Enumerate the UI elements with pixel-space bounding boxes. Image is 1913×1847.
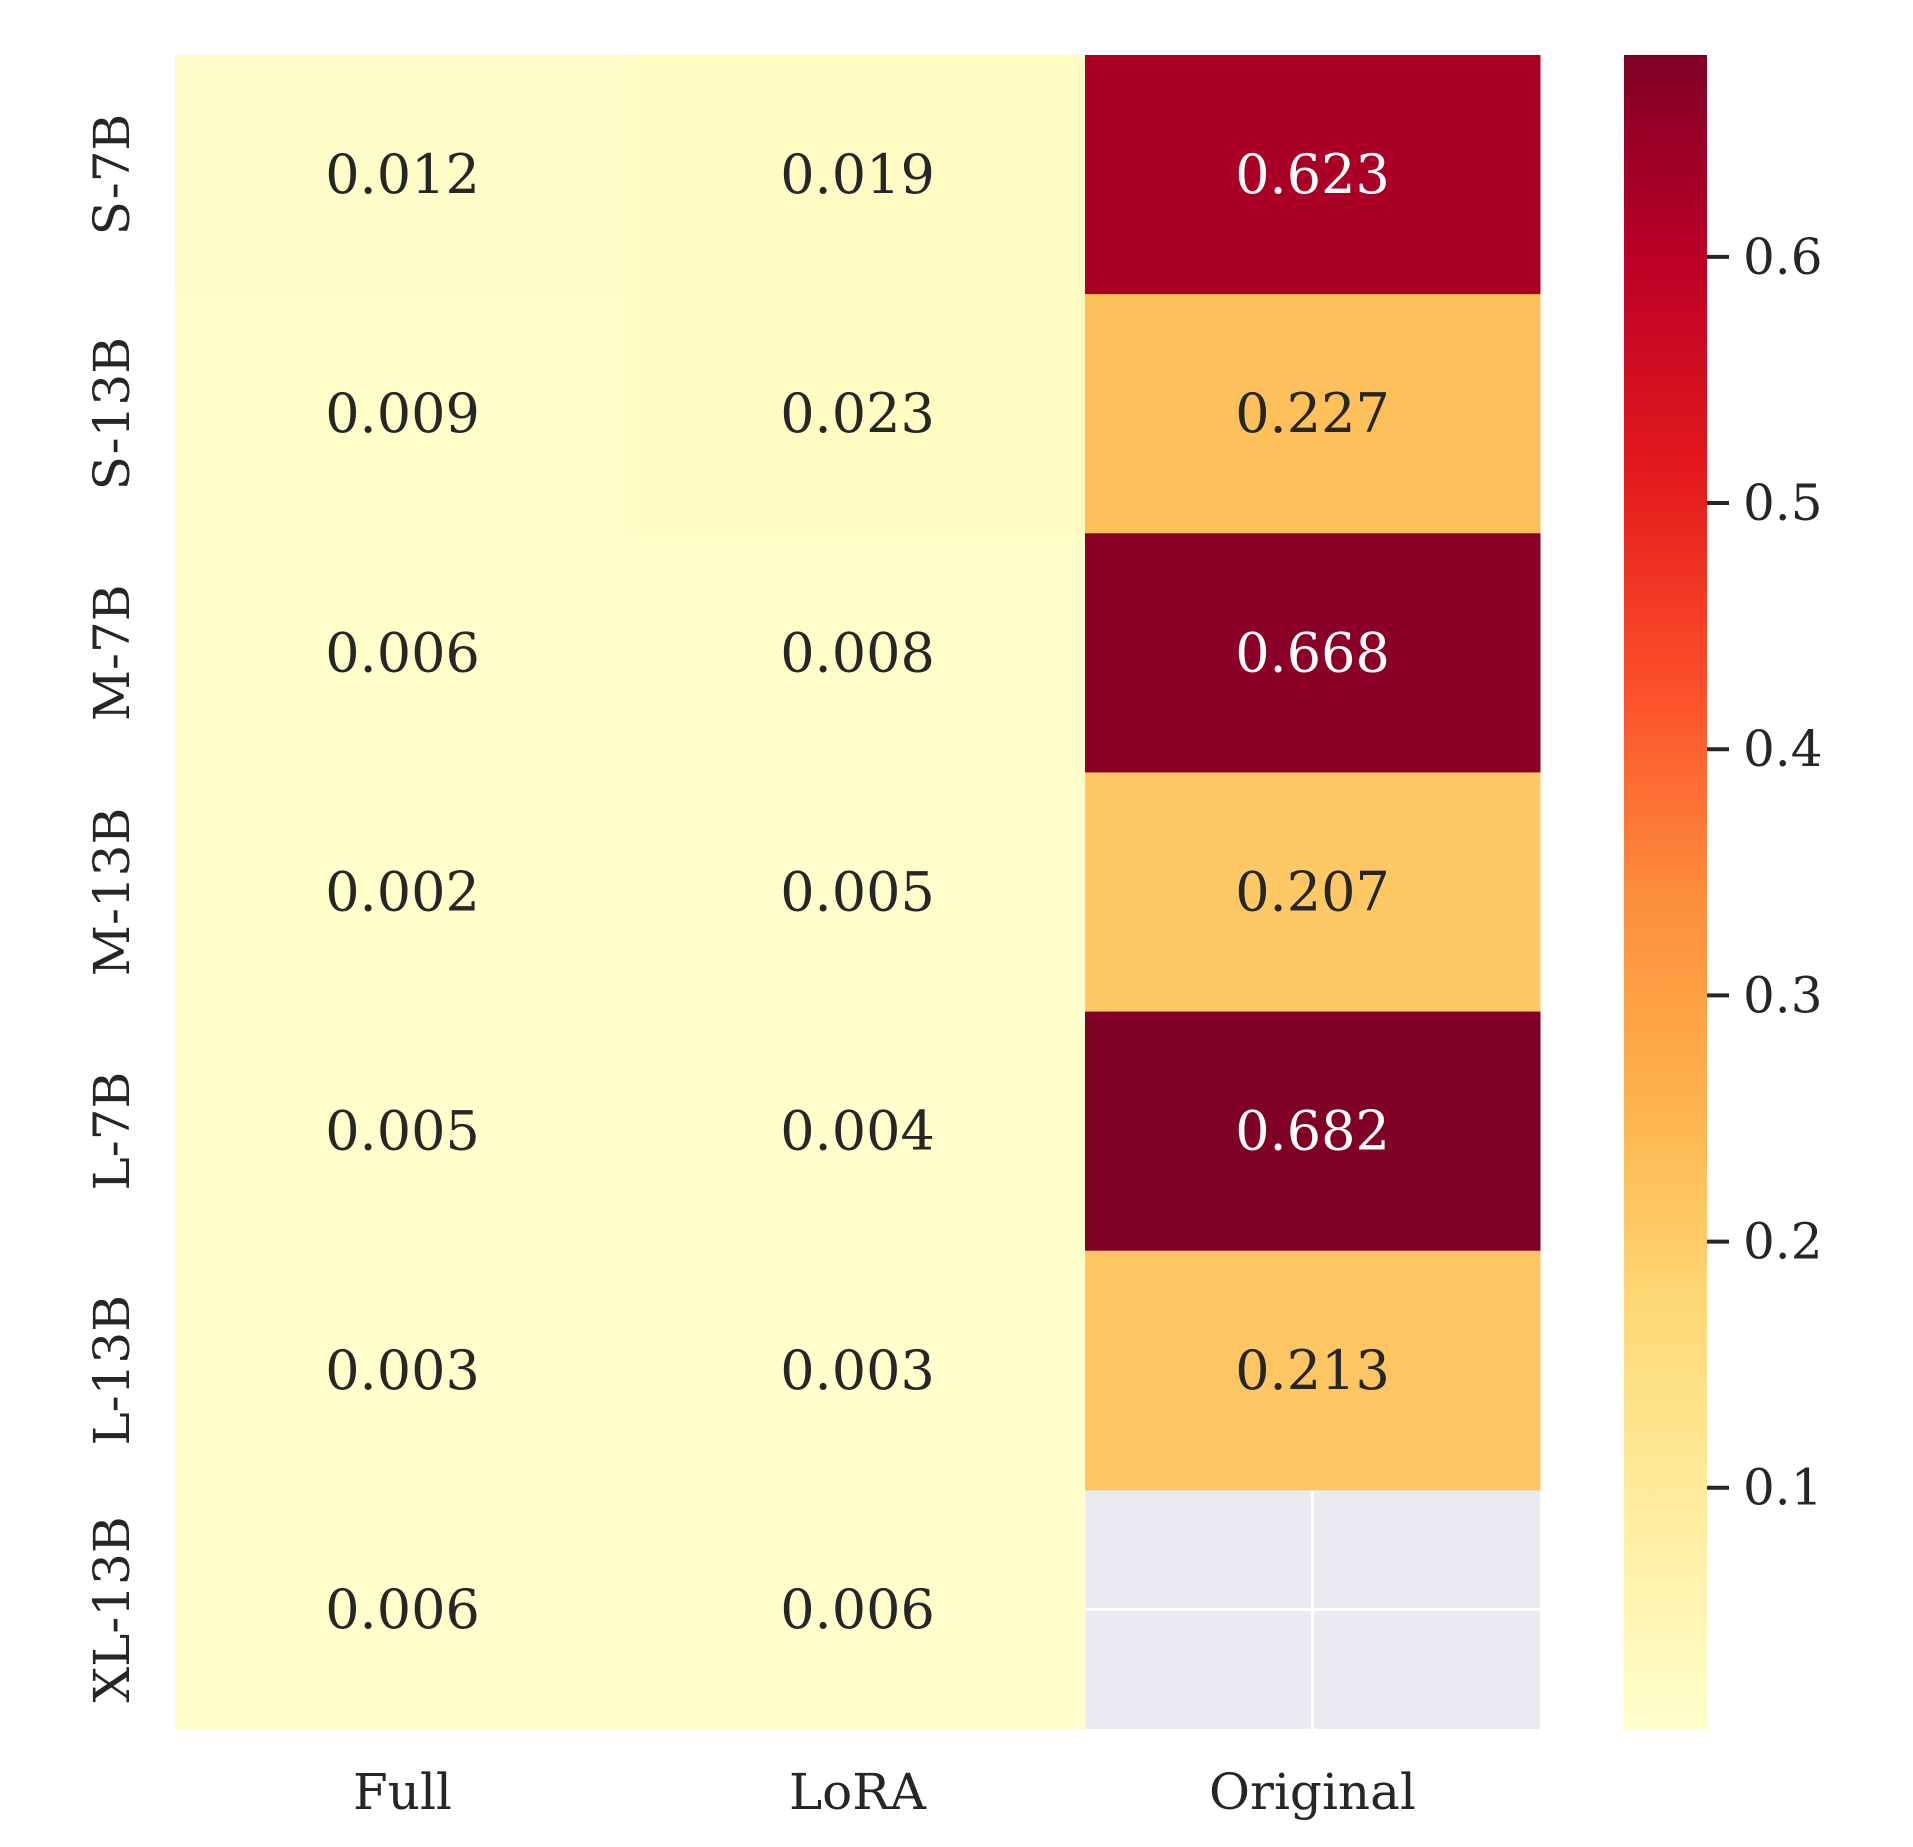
heatmap-cell — [175, 533, 631, 773]
cell-value-label: 0.003 — [780, 1339, 935, 1402]
cell-value-label: 0.668 — [1235, 621, 1390, 684]
cell-value-label: 0.006 — [325, 1578, 480, 1641]
y-tick-label: L-13B — [83, 1295, 141, 1445]
cell-value-label: 0.213 — [1235, 1339, 1390, 1402]
x-tick-label: Original — [1209, 1763, 1416, 1821]
heatmap-cell — [175, 1489, 631, 1730]
cell-value-label: 0.006 — [325, 621, 480, 684]
y-tick-label: XL-13B — [83, 1516, 141, 1702]
cell-value-label: 0.006 — [780, 1578, 935, 1641]
heatmap-cell-labels: 0.012 0.019 0.623 0.009 0.023 0.227 0.006 0.008… — [325, 143, 1390, 1641]
cell-value-label: 0.023 — [780, 382, 935, 445]
heatmap-cell — [1085, 1011, 1541, 1252]
colorbar-gradient — [1624, 55, 1707, 1729]
cell-value-label: 0.682 — [1235, 1100, 1390, 1163]
heatmap-cell — [175, 294, 631, 534]
heatmap-cell — [175, 772, 631, 1013]
colorbar-tick-label: 0.5 — [1743, 474, 1823, 532]
colorbar-tick-label: 0.2 — [1743, 1213, 1823, 1271]
heatmap-cell — [630, 1250, 1086, 1491]
cell-value-label: 0.227 — [1235, 382, 1390, 445]
missing-cell-background — [1085, 1489, 1540, 1729]
y-tick-label: L-7B — [83, 1072, 141, 1191]
cell-value-label: 0.003 — [325, 1339, 480, 1402]
y-tick-label: S-7B — [83, 114, 141, 236]
heatmap-cell — [1085, 294, 1541, 534]
cell-value-label: 0.207 — [1235, 861, 1390, 924]
y-tick-label: M-7B — [83, 585, 141, 722]
heatmap-cell — [175, 1250, 631, 1491]
heatmap-cell — [1085, 55, 1541, 295]
cell-value-label: 0.019 — [780, 143, 935, 206]
cell-value-label: 0.005 — [780, 861, 935, 924]
cell-value-label: 0.008 — [780, 621, 935, 684]
cell-value-label: 0.009 — [325, 382, 480, 445]
heatmap-cell — [1085, 1250, 1541, 1491]
cell-value-label: 0.012 — [325, 143, 480, 206]
cell-value-label: 0.004 — [780, 1100, 935, 1163]
heatmap-cells — [175, 55, 1541, 1730]
heatmap-cell — [1085, 772, 1541, 1013]
y-axis-tick-labels: S-7B S-13B M-7B M-13B L-7B L-13B XL-13B — [83, 114, 141, 1703]
x-tick-label: LoRA — [789, 1763, 927, 1821]
heatmap-cell — [1085, 533, 1541, 773]
colorbar-tick-label: 0.6 — [1743, 228, 1823, 286]
heatmap-cell — [630, 533, 1086, 773]
heatmap-cell — [630, 55, 1086, 295]
colorbar-tick-label: 0.3 — [1743, 966, 1823, 1024]
heatmap-cell — [630, 1489, 1086, 1730]
heatmap-cell — [630, 294, 1086, 534]
y-tick-label: M-13B — [83, 808, 141, 976]
heatmap-cell — [175, 55, 631, 295]
cell-value-label: 0.005 — [325, 1100, 480, 1163]
colorbar: 0.1 0.2 0.3 0.4 0.5 0.6 — [1624, 55, 1823, 1729]
heatmap-cell — [630, 1011, 1086, 1252]
y-tick-label: S-13B — [83, 337, 141, 490]
cell-value-label: 0.002 — [325, 861, 480, 924]
heatmap-cell — [630, 772, 1086, 1013]
x-tick-label: Full — [353, 1763, 452, 1821]
colorbar-tick-label: 0.4 — [1743, 720, 1823, 778]
colorbar-tick-label: 0.1 — [1743, 1459, 1823, 1517]
heatmap-cell — [175, 1011, 631, 1252]
x-axis-tick-labels: Full LoRA Original — [353, 1763, 1416, 1821]
cell-value-label: 0.623 — [1235, 143, 1390, 206]
